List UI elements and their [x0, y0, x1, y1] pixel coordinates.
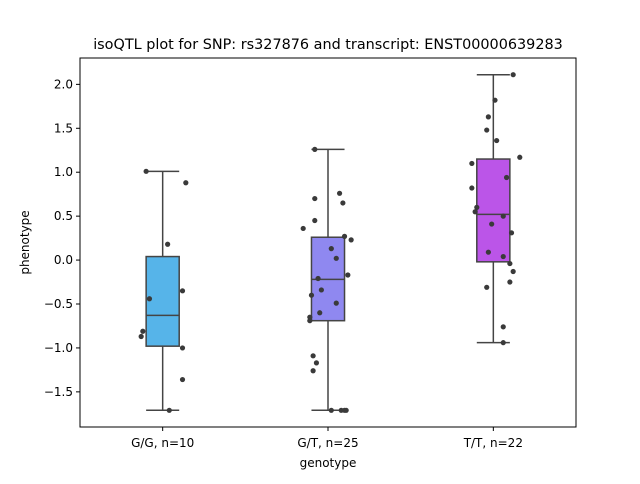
data-point — [179, 345, 186, 351]
data-point — [507, 279, 513, 285]
data-point — [333, 255, 339, 261]
data-point — [307, 318, 313, 324]
data-point — [345, 272, 351, 278]
x-axis: G/G, n=10 G/T, n=25 T/T, n=22 — [131, 427, 523, 450]
data-point — [489, 221, 495, 227]
data-point — [348, 237, 354, 243]
data-point — [500, 213, 506, 219]
data-point — [146, 296, 153, 302]
data-point — [310, 368, 316, 374]
data-point — [469, 185, 475, 191]
data-point — [517, 154, 523, 160]
y-axis-label: phenotype — [18, 210, 32, 274]
box-iqr — [476, 158, 511, 263]
data-point — [510, 72, 516, 78]
box-iqr — [145, 255, 180, 347]
box-layer — [145, 73, 511, 412]
data-point — [485, 249, 491, 255]
y-tick-label: 1.0 — [54, 165, 73, 179]
data-point — [143, 168, 149, 174]
y-tick-label: 2.0 — [54, 77, 73, 91]
data-point — [336, 190, 343, 196]
y-tick-label: −1.5 — [44, 385, 73, 399]
data-point — [317, 310, 323, 316]
x-tick-label: T/T, n=22 — [463, 436, 523, 450]
y-axis: −1.5 −1.0 −0.5 0.0 0.5 1.0 1.5 2.0 — [44, 77, 80, 399]
data-point — [472, 209, 478, 215]
data-point — [507, 260, 513, 267]
x-tick-label: G/G, n=10 — [131, 436, 194, 450]
y-tick-label: −1.0 — [44, 341, 73, 355]
data-point — [510, 268, 516, 275]
data-point — [310, 353, 316, 359]
data-point — [328, 407, 334, 413]
x-tick-label: G/T, n=25 — [297, 436, 358, 450]
data-point — [138, 333, 144, 340]
data-point — [328, 246, 334, 252]
data-point — [165, 241, 171, 247]
data-point — [312, 195, 318, 202]
data-point — [166, 407, 172, 413]
data-point — [485, 114, 491, 120]
point-layer — [138, 72, 523, 413]
data-point — [508, 230, 515, 236]
data-point — [340, 200, 346, 206]
data-point — [343, 407, 349, 413]
data-point — [308, 292, 315, 298]
data-point — [341, 233, 348, 239]
data-point — [503, 174, 510, 181]
data-point — [313, 360, 320, 366]
y-tick-label: 0.0 — [54, 253, 73, 267]
data-point — [484, 284, 490, 290]
data-point — [494, 137, 500, 144]
x-axis-label: genotype — [300, 456, 357, 470]
data-point — [492, 97, 498, 103]
chart-title: isoQTL plot for SNP: rs327876 and transc… — [93, 37, 563, 53]
y-tick-label: 0.5 — [54, 209, 73, 223]
data-point — [179, 288, 186, 294]
data-point — [312, 217, 318, 224]
data-point — [333, 300, 339, 306]
data-point — [300, 225, 306, 232]
data-point — [140, 328, 146, 334]
data-point — [500, 340, 506, 346]
data-point — [183, 180, 189, 186]
data-point — [179, 376, 186, 383]
data-point — [469, 160, 475, 167]
data-point — [500, 324, 506, 330]
data-point — [500, 253, 506, 260]
data-point — [315, 275, 321, 282]
data-point — [474, 204, 480, 210]
data-point — [318, 287, 324, 293]
data-point — [484, 127, 490, 133]
data-point — [312, 146, 318, 152]
y-tick-label: −0.5 — [44, 297, 73, 311]
y-tick-label: 1.5 — [54, 121, 73, 135]
